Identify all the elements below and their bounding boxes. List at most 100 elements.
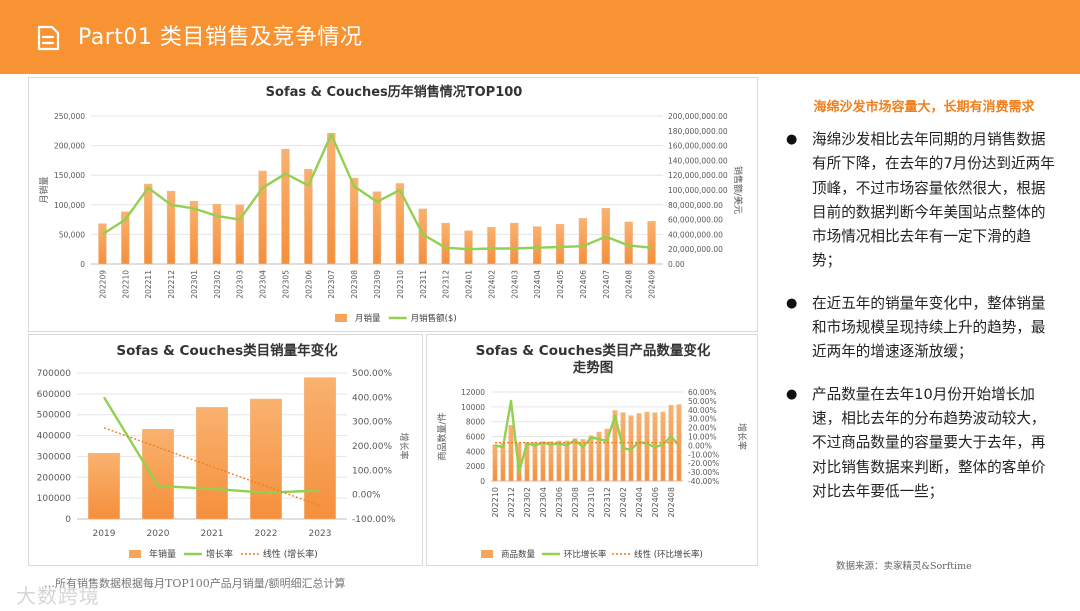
y-tick-label: 250,000 [54,112,85,121]
y-tick-label: 400000 [37,432,72,442]
bar [196,407,228,520]
x-tick-label: 202407 [602,270,611,299]
legend-label: 商品数量 [501,549,536,560]
y-tick-label: 2000 [466,462,485,471]
x-tick-label: 202406 [579,270,588,299]
y-tick-label: 8000 [466,418,485,427]
y2-tick-label: -20.00% [688,459,719,468]
bar [636,413,642,482]
x-tick-label: 202210 [491,487,500,518]
x-tick-label: 202404 [533,270,542,299]
y2-tick-label: -40.00% [688,477,719,486]
y-axis-title: 商品数量/件 [436,412,448,460]
x-tick-label: 2020 [147,529,170,539]
x-tick-label: 202212 [507,487,516,518]
x-tick-label: 202306 [555,487,564,518]
bar [555,224,565,265]
monthly-sales-chart: Sofas & Couches历年销售情况TOP100 0 50,000 100,00… [38,84,744,324]
x-tick-label: 202402 [619,487,628,518]
y2-tick-label: 500.00% [352,369,392,379]
bar [564,440,570,482]
watermark: 大数跨境 [16,584,100,608]
y2-tick-label: 100,000,000.00 [668,186,728,195]
bar [121,211,130,265]
page-title: Part01 类目销售及竞争情况 [78,25,363,50]
bar [578,218,588,265]
y2-tick-label: 140,000,000.00 [668,156,728,165]
x-tick-label: 202310 [396,270,405,299]
insight-item: 在近五年的销量年变化中，整体销量和市场规模呈现持续上升的趋势，最近两年的增速逐渐… [786,292,1058,365]
y2-tick-label: 0.00 [668,260,685,269]
bar [660,411,666,482]
y2-tick-label: 60.00% [688,388,717,397]
chart-title: Sofas & Couches历年销售情况TOP100 [266,84,523,100]
x-tick-label: 202212 [167,270,176,299]
insight-item: 海绵沙发相比去年同期的月销售数据有所下降，在去年的7月份达到近两年顶峰，不过市场… [786,128,1058,274]
legend-label: 年销量 [149,548,176,560]
x-tick-label: 202302 [213,270,222,299]
bar [250,398,282,520]
header-bar: Part01 类目销售及竞争情况 [0,0,1080,74]
y-tick-label: 100,000 [54,201,85,210]
x-tick-label: 202405 [556,270,565,299]
y-tick-label: 6000 [466,433,485,442]
y2-tick-label: -10.00% [688,450,719,459]
bar [88,453,120,520]
legend-label: 环比增长率 [564,549,607,560]
bar [588,435,594,482]
chart-title: Sofas & Couches类目销量年变化 [116,342,338,359]
x-tick-label: 202406 [651,487,660,518]
insight-title: 海绵沙发市场容量大，长期有消费需求 [813,100,1035,115]
bar [508,425,514,482]
x-tick-label: 202304 [259,270,268,299]
y-tick-label: 200000 [37,473,72,483]
x-tick-label: 202306 [304,270,313,299]
insight-list: 海绵沙发相比去年同期的月销售数据有所下降，在去年的7月份达到近两年顶峰，不过市场… [786,128,1058,522]
data-source: 数据来源：卖家精灵&Sorftime [836,561,972,572]
x-tick-label: 202310 [587,487,596,518]
x-tick-label: 2023 [309,529,332,539]
bar [464,230,473,265]
y2-tick-label: -30.00% [688,468,719,477]
y-tick-label: 150,000 [54,171,85,180]
product-count-chart-panel: Sofas & Couches类目产品数量变化 走势图 0 2000 4000 6000 8… [426,334,758,566]
y-tick-label: 0 [480,477,485,486]
x-tick-label: 202409 [648,270,657,299]
bar [548,441,554,482]
chart-title: Sofas & Couches类目产品数量变化 [476,342,711,359]
bar [166,190,176,265]
y-tick-label: 200,000 [54,142,85,151]
legend-swatch [335,314,347,322]
footnote: …所有销售数据根据每月TOP100产品月销量/额明细汇总计算 [44,577,346,590]
y2-tick-label: 180,000,000.00 [668,127,728,136]
y-tick-label: 100000 [37,494,72,504]
y-tick-label: 4000 [466,447,485,456]
x-tick-label: 2019 [93,529,116,539]
bar [510,222,519,265]
y-tick-label: 500000 [37,411,72,421]
y2-axis-title: 增长率 [736,423,748,450]
bar [144,183,153,265]
y-tick-label: 0 [65,515,71,525]
bar [304,377,336,520]
insight-item: 产品数量在去年10月份开始增长加速，相比去年的分布趋势波动较大，不过商品数量的容… [786,383,1058,504]
bar [395,183,405,265]
x-tick-label: 202210 [121,270,130,299]
series-line [101,133,652,251]
y2-tick-label: 300.00% [352,418,392,428]
y2-tick-label: 100.00% [352,466,392,476]
bar [98,223,107,265]
bar [624,221,633,265]
bar [487,226,496,265]
bar [532,226,542,265]
document-icon [37,25,60,51]
series-line [102,396,321,494]
bar [327,132,336,265]
y-tick-label: 0 [80,260,85,269]
x-tick-label: 202402 [487,270,496,299]
y2-tick-label: 0.00% [352,491,381,501]
x-tick-label: 202401 [465,270,474,299]
y-tick-label: 10000 [461,403,485,412]
y-tick-label: 300000 [37,452,72,462]
x-tick-label: 202211 [144,270,153,299]
